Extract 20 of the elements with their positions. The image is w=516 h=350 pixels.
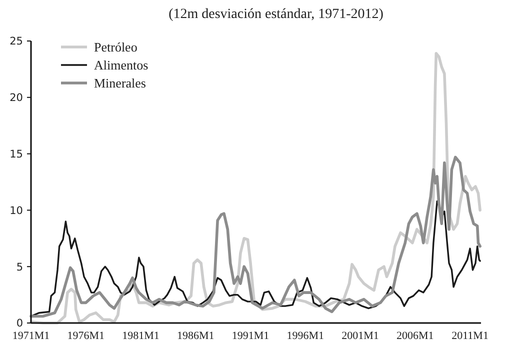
x-tick-label: 1976M1 (67, 330, 105, 342)
legend-label: Alimentos (94, 58, 148, 73)
y-tick-label: 0 (16, 318, 23, 330)
x-tick-label: 1996M1 (286, 330, 324, 342)
x-tick-label: 1986M1 (177, 330, 214, 342)
x-tick-label: 2006M1 (396, 330, 434, 342)
x-tick-label: 2001M1 (342, 330, 379, 342)
x-tick-label: 1991M1 (232, 330, 270, 342)
x-tick-label: 1971M1 (12, 330, 50, 342)
legend-label: Minerales (94, 76, 146, 91)
y-tick-label: 5 (16, 261, 23, 274)
y-tick-label: 10 (10, 204, 23, 217)
legend-label: Petróleo (94, 40, 138, 55)
x-tick-label: 1981M1 (122, 330, 160, 342)
line-series (30, 156, 482, 318)
chart-title: (12m desviación estándar, 1971-2012) (168, 7, 384, 22)
y-tick-label: 20 (10, 92, 23, 104)
y-tick-label: 15 (10, 148, 23, 160)
y-tick-label: 25 (10, 36, 23, 48)
x-tick-label: 2011M1 (452, 330, 488, 342)
